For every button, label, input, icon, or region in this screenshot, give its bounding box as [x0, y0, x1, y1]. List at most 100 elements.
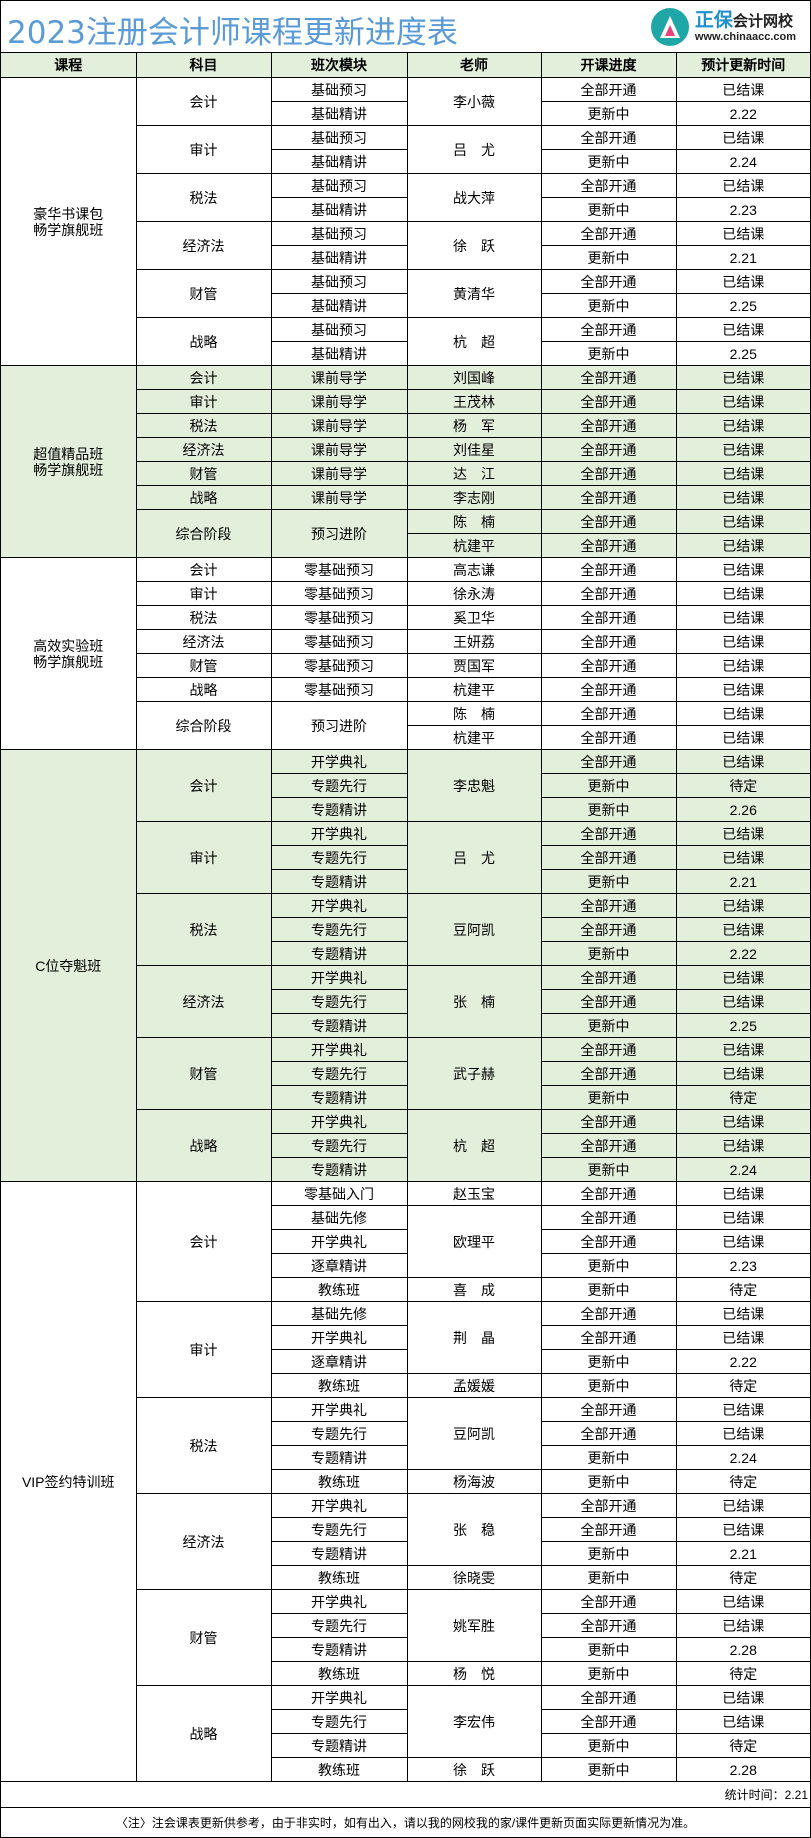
subject-cell: 审计: [136, 581, 272, 606]
update-time-cell: 已结课: [675, 1685, 810, 1710]
teacher-cell: 张 稳: [406, 1493, 542, 1566]
update-time-cell: 已结课: [675, 677, 810, 702]
subject-cell: 审计: [136, 389, 272, 414]
progress-cell: 全部开通: [540, 317, 677, 342]
update-time-cell: 已结课: [675, 77, 810, 102]
module-cell: 零基础预习: [270, 557, 408, 582]
update-time-cell: 2.23: [675, 1253, 810, 1278]
module-cell: 零基础预习: [270, 653, 408, 678]
course-cell: C位夺魁班: [1, 749, 137, 1182]
teacher-cell: 杭 超: [406, 1109, 542, 1182]
progress-cell: 全部开通: [540, 77, 677, 102]
module-cell: 零基础预习: [270, 629, 408, 654]
table-row: 财管 课前导学达 江全部开通 已结课: [1, 461, 810, 486]
module-cell: 教练班: [271, 1373, 408, 1398]
update-time-cell: 已结课: [675, 893, 810, 918]
update-time-cell: 2.22: [675, 1349, 810, 1374]
module-cell: 基础预习: [270, 317, 408, 342]
update-time-cell: 2.28: [675, 1637, 810, 1662]
teacher-cell: 李宏伟: [406, 1685, 542, 1758]
update-time-cell: 已结课: [675, 1181, 810, 1206]
progress-cell: 全部开通: [540, 437, 677, 462]
table-row: 专题精讲 更新中 2.21: [1, 1541, 810, 1566]
update-time-cell: 已结课: [675, 365, 810, 390]
teacher-cell: 战大萍: [406, 173, 542, 222]
subject-cell: 经济法: [136, 437, 272, 462]
subject-cell: 战略: [136, 677, 272, 702]
module-cell: 开学典礼: [270, 893, 408, 918]
course-cell: 超值精品班 畅学旗舰班: [1, 365, 137, 558]
stat-time: 统计时间：2.21: [1, 1781, 810, 1808]
progress-cell: 更新中: [540, 1373, 677, 1398]
progress-cell: 全部开通: [540, 1037, 677, 1062]
progress-cell: 全部开通: [540, 725, 677, 750]
subject-cell: 财管: [136, 269, 272, 318]
update-time-cell: 已结课: [675, 317, 810, 342]
progress-cell: 全部开通: [540, 845, 677, 870]
table-row: 专题先行 全部开通 已结课: [1, 1061, 810, 1086]
table-row: 专题先行 更新中 待定: [1, 773, 810, 798]
update-time-cell: 已结课: [675, 1325, 810, 1350]
update-time-cell: 2.21: [675, 245, 810, 270]
title-bar: 2023注册会计师课程更新进度表 正保会计网校 www.chinaacc.com: [1, 1, 810, 53]
table-row: 专题精讲 更新中 2.26: [1, 797, 810, 822]
subject-cell: 会计: [135, 365, 272, 390]
update-time-cell: 待定: [675, 1565, 810, 1590]
table-row: 基础精讲 更新中 2.25: [1, 293, 810, 318]
update-time-cell: 2.24: [675, 1445, 810, 1470]
progress-cell: 全部开通: [540, 485, 677, 510]
module-cell: 预习进阶: [270, 701, 408, 750]
course-cell: 豪华书课包 畅学旗舰班: [1, 77, 137, 366]
update-time-cell: 已结课: [675, 485, 810, 510]
module-cell: 专题先行: [271, 1421, 408, 1446]
progress-cell: 更新中: [540, 1445, 677, 1470]
progress-cell: 全部开通: [540, 557, 677, 582]
module-cell: 专题精讲: [271, 941, 408, 966]
course-cell: 高效实验班 畅学旗舰班: [1, 557, 137, 750]
module-cell: 专题精讲: [271, 1445, 408, 1470]
table-row: 教练班杨 悦更新中 待定: [1, 1661, 810, 1686]
update-time-cell: 已结课: [675, 653, 810, 678]
module-cell: 基础精讲: [271, 101, 408, 126]
teacher-cell: 李志刚: [406, 485, 542, 510]
progress-cell: 全部开通: [540, 1709, 677, 1734]
module-cell: 基础精讲: [271, 341, 408, 366]
module-cell: 专题先行: [271, 1133, 408, 1158]
teacher-cell: 豆阿凯: [406, 1397, 542, 1470]
update-time-cell: 已结课: [675, 725, 810, 750]
progress-cell: 更新中: [540, 1637, 677, 1662]
update-time-cell: 已结课: [675, 125, 810, 150]
update-time-cell: 已结课: [675, 749, 810, 774]
table-row: 逐章精讲 更新中 2.23: [1, 1253, 810, 1278]
progress-cell: 全部开通: [540, 173, 677, 198]
subject-cell: 审计: [136, 1301, 272, 1398]
update-time-cell: 已结课: [675, 965, 810, 990]
table-row: 专题先行 全部开通 已结课: [1, 989, 810, 1014]
update-time-cell: 2.25: [675, 341, 810, 366]
subject-cell: 会计: [135, 77, 272, 126]
subject-cell: 战略: [136, 317, 272, 366]
teacher-cell: 孟媛媛: [406, 1373, 542, 1398]
note-row: 〈注〉注会课表更新供参考，由于非实时，如有出入，请以我的网校我的家/课件更新页面…: [1, 1807, 810, 1837]
module-cell: 逐章精讲: [271, 1349, 408, 1374]
teacher-cell: 徐永涛: [406, 581, 542, 606]
update-time-cell: 2.25: [675, 293, 810, 318]
teacher-cell: 李小薇: [406, 77, 542, 126]
progress-cell: 全部开通: [540, 821, 677, 846]
update-time-cell: 已结课: [675, 221, 810, 246]
table-row: 专题精讲 更新中 待定: [1, 1733, 810, 1758]
update-time-cell: 2.22: [675, 101, 810, 126]
subject-cell: 经济法: [136, 1493, 272, 1590]
teacher-cell: 刘佳星: [406, 437, 542, 462]
progress-cell: 更新中: [540, 1349, 677, 1374]
progress-cell: 更新中: [540, 941, 677, 966]
table-row: 财管 零基础预习 贾国军 全部开通 已结课: [1, 653, 810, 678]
module-cell: 教练班: [271, 1757, 408, 1782]
update-time-cell: 已结课: [675, 605, 810, 630]
table-row: 专题精讲 更新中 2.21: [1, 869, 810, 894]
teacher-cell: 达 江: [406, 461, 542, 486]
module-cell: 基础预习: [270, 173, 408, 198]
update-time-cell: 待定: [675, 1661, 810, 1686]
teacher-cell: 喜 成: [406, 1277, 542, 1302]
update-time-cell: 已结课: [675, 389, 810, 414]
